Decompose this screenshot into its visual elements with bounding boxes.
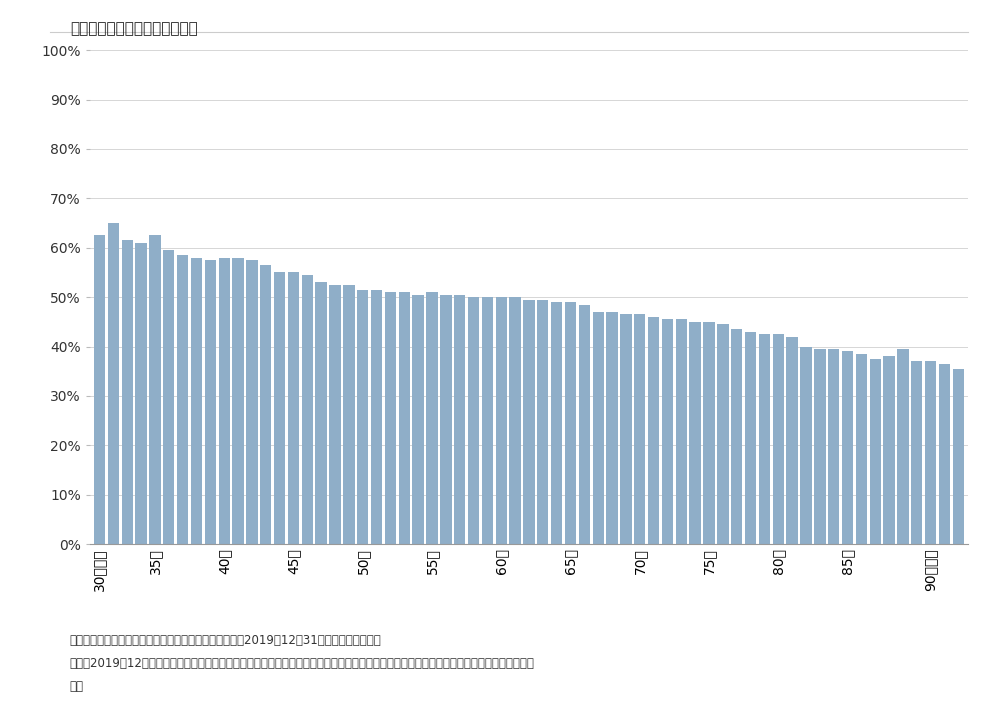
Bar bbox=[607, 312, 618, 544]
Bar bbox=[565, 302, 576, 544]
Text: 資料：（株）東京商工リサーチ「全国社長の年齢調査（2019年12月31日時点）」再編加工: 資料：（株）東京商工リサーチ「全国社長の年齢調査（2019年12月31日時点）」… bbox=[70, 634, 381, 647]
Bar bbox=[897, 349, 908, 544]
Bar bbox=[150, 236, 161, 544]
Bar bbox=[482, 297, 493, 544]
Bar bbox=[814, 349, 825, 544]
Bar bbox=[772, 334, 784, 544]
Text: る。: る。 bbox=[70, 680, 84, 693]
Bar bbox=[842, 352, 853, 544]
Bar bbox=[301, 275, 313, 544]
Bar bbox=[869, 359, 881, 544]
Bar bbox=[136, 243, 147, 544]
Bar bbox=[454, 295, 465, 544]
Bar bbox=[939, 364, 950, 544]
Bar bbox=[287, 272, 299, 544]
Bar bbox=[953, 369, 964, 544]
Bar bbox=[177, 255, 189, 544]
Bar bbox=[758, 334, 770, 544]
Bar bbox=[315, 282, 326, 544]
Bar bbox=[496, 297, 507, 544]
Bar bbox=[537, 299, 549, 544]
Bar bbox=[247, 260, 257, 544]
Bar bbox=[371, 290, 382, 544]
Text: （注）2019年12月時点で判明している直近２期の売上高を比較して「増収企業」、「売上横ばい企業」、「減収企業」を分類し、集計してい: （注）2019年12月時点で判明している直近２期の売上高を比較して「増収企業」、… bbox=[70, 657, 535, 670]
Bar bbox=[662, 319, 673, 544]
Bar bbox=[412, 295, 424, 544]
Bar bbox=[648, 317, 660, 544]
Bar bbox=[260, 265, 271, 544]
Bar bbox=[593, 312, 604, 544]
Bar bbox=[343, 285, 354, 544]
Bar bbox=[273, 272, 285, 544]
Bar bbox=[634, 314, 646, 544]
Bar bbox=[855, 354, 867, 544]
Bar bbox=[704, 322, 715, 544]
Bar bbox=[108, 223, 119, 544]
Bar bbox=[385, 292, 396, 544]
Bar bbox=[523, 299, 535, 544]
Bar bbox=[426, 292, 438, 544]
Bar bbox=[551, 302, 562, 544]
Bar bbox=[579, 304, 590, 544]
Bar bbox=[925, 362, 936, 544]
Bar bbox=[828, 349, 839, 544]
Bar bbox=[800, 347, 811, 544]
Bar bbox=[398, 292, 410, 544]
Text: 経営者年齢別、増収企業の割合: 経営者年齢別、増収企業の割合 bbox=[70, 21, 198, 37]
Bar bbox=[329, 285, 340, 544]
Bar bbox=[690, 322, 701, 544]
Bar bbox=[357, 290, 368, 544]
Bar bbox=[191, 258, 203, 544]
Bar bbox=[509, 297, 521, 544]
Bar bbox=[163, 250, 175, 544]
Bar bbox=[440, 295, 451, 544]
Bar bbox=[468, 297, 479, 544]
Bar bbox=[718, 324, 729, 544]
Bar bbox=[745, 332, 756, 544]
Bar bbox=[911, 362, 922, 544]
Bar bbox=[883, 357, 895, 544]
Bar bbox=[94, 236, 105, 544]
Bar bbox=[786, 337, 797, 544]
Bar bbox=[233, 258, 244, 544]
Bar bbox=[732, 329, 743, 544]
Bar bbox=[620, 314, 632, 544]
Bar bbox=[219, 258, 230, 544]
Bar bbox=[122, 241, 133, 544]
Bar bbox=[676, 319, 687, 544]
Bar bbox=[205, 260, 216, 544]
